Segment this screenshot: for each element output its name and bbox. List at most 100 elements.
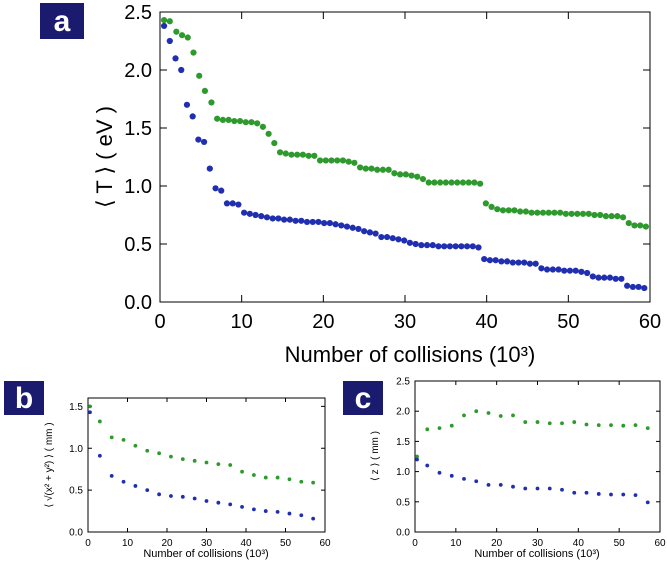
data-point-blue bbox=[378, 233, 385, 241]
data-point-green bbox=[287, 477, 292, 482]
data-point-blue bbox=[192, 496, 197, 501]
data-point-green bbox=[402, 171, 409, 178]
data-point-green bbox=[462, 413, 466, 418]
data-point-green bbox=[391, 170, 398, 177]
data-point-green bbox=[545, 209, 552, 216]
data-point-blue bbox=[183, 101, 191, 108]
data-point-blue bbox=[532, 260, 539, 267]
data-point-green bbox=[362, 165, 369, 172]
data-point-green bbox=[448, 179, 455, 186]
data-point-green bbox=[282, 150, 289, 157]
data-point-blue bbox=[486, 482, 491, 487]
panel-a-badge: a bbox=[40, 3, 84, 39]
data-point-blue bbox=[423, 242, 431, 249]
data-point-green bbox=[482, 200, 489, 207]
data-point-green bbox=[121, 437, 126, 442]
data-point-green bbox=[351, 159, 358, 166]
data-point-blue bbox=[229, 200, 236, 207]
data-point-green bbox=[276, 149, 284, 156]
data-point-blue bbox=[449, 473, 454, 478]
data-point-blue bbox=[383, 233, 391, 241]
data-point-blue bbox=[549, 266, 556, 273]
data-point-green bbox=[322, 157, 329, 164]
data-point-blue bbox=[509, 259, 516, 266]
series-green bbox=[160, 17, 650, 230]
data-point-blue bbox=[287, 511, 292, 516]
data-point-blue bbox=[216, 500, 221, 505]
x-tick-label: 30 bbox=[201, 538, 213, 549]
data-point-green bbox=[294, 151, 301, 158]
data-point-green bbox=[557, 209, 564, 216]
data-point-blue bbox=[481, 255, 488, 263]
data-point-green bbox=[560, 421, 564, 426]
data-point-green bbox=[645, 426, 650, 431]
data-point-green bbox=[242, 119, 249, 126]
data-point-blue bbox=[635, 283, 642, 291]
y-tick-label: 1.5 bbox=[69, 402, 83, 413]
x-tick-label: 10 bbox=[450, 538, 462, 549]
data-point-green bbox=[299, 151, 307, 158]
data-point-blue bbox=[566, 267, 574, 274]
data-point-blue bbox=[572, 267, 579, 274]
data-point-green bbox=[535, 420, 540, 424]
data-point-green bbox=[109, 435, 114, 440]
data-point-blue bbox=[201, 138, 208, 146]
data-point-blue bbox=[315, 218, 322, 226]
data-point-green bbox=[431, 179, 438, 186]
data-point-blue bbox=[172, 55, 179, 62]
data-point-blue bbox=[263, 509, 268, 513]
data-point-blue bbox=[555, 266, 562, 273]
data-point-blue bbox=[292, 217, 299, 224]
data-point-blue bbox=[624, 282, 631, 289]
data-point-green bbox=[572, 420, 577, 424]
data-point-blue bbox=[474, 479, 479, 484]
data-point-blue bbox=[212, 185, 219, 192]
data-point-green bbox=[523, 420, 528, 424]
x-axis-label: Number of collisions (10³) bbox=[143, 548, 268, 560]
data-point-blue bbox=[511, 484, 515, 489]
data-point-blue bbox=[412, 240, 419, 248]
panel-b-badge: b bbox=[4, 381, 44, 415]
data-point-blue bbox=[252, 507, 256, 512]
data-point-blue bbox=[538, 265, 545, 272]
x-tick-label: 20 bbox=[312, 311, 334, 333]
data-point-blue bbox=[157, 492, 162, 497]
data-point-green bbox=[642, 223, 650, 230]
data-point-green bbox=[505, 207, 512, 214]
data-point-green bbox=[316, 157, 324, 164]
data-point-blue bbox=[309, 218, 316, 226]
data-point-green bbox=[574, 210, 581, 217]
data-point-green bbox=[486, 411, 491, 415]
y-tick-label: 1.0 bbox=[396, 467, 410, 478]
data-point-blue bbox=[299, 513, 304, 518]
data-point-green bbox=[449, 423, 454, 428]
series-blue bbox=[415, 457, 650, 505]
y-tick-label: 2.0 bbox=[124, 60, 152, 82]
data-point-blue bbox=[109, 473, 114, 478]
data-point-green bbox=[368, 165, 375, 172]
data-point-green bbox=[621, 423, 626, 428]
data-point-blue bbox=[429, 242, 436, 249]
data-point-blue bbox=[332, 221, 339, 228]
data-point-green bbox=[133, 443, 138, 448]
panel-a-label: a bbox=[54, 5, 71, 38]
y-axis-label: ⟨ z ⟩ ( mm ) bbox=[370, 431, 381, 481]
data-point-blue bbox=[223, 200, 231, 207]
data-point-blue bbox=[241, 209, 248, 216]
data-point-green bbox=[562, 210, 569, 217]
data-point-green bbox=[311, 152, 318, 159]
data-point-blue bbox=[498, 482, 503, 487]
data-point-green bbox=[169, 454, 173, 459]
data-point-green bbox=[204, 460, 209, 465]
data-point-green bbox=[596, 423, 601, 427]
y-tick-label: 2.0 bbox=[396, 407, 410, 418]
data-point-green bbox=[201, 87, 209, 94]
data-point-blue bbox=[252, 211, 259, 219]
y-tick-label: 0.5 bbox=[124, 234, 152, 256]
data-point-green bbox=[157, 451, 162, 456]
data-point-green bbox=[633, 423, 638, 427]
data-point-green bbox=[178, 32, 186, 39]
data-point-green bbox=[379, 166, 387, 173]
y-tick-label: 1.0 bbox=[124, 176, 152, 198]
